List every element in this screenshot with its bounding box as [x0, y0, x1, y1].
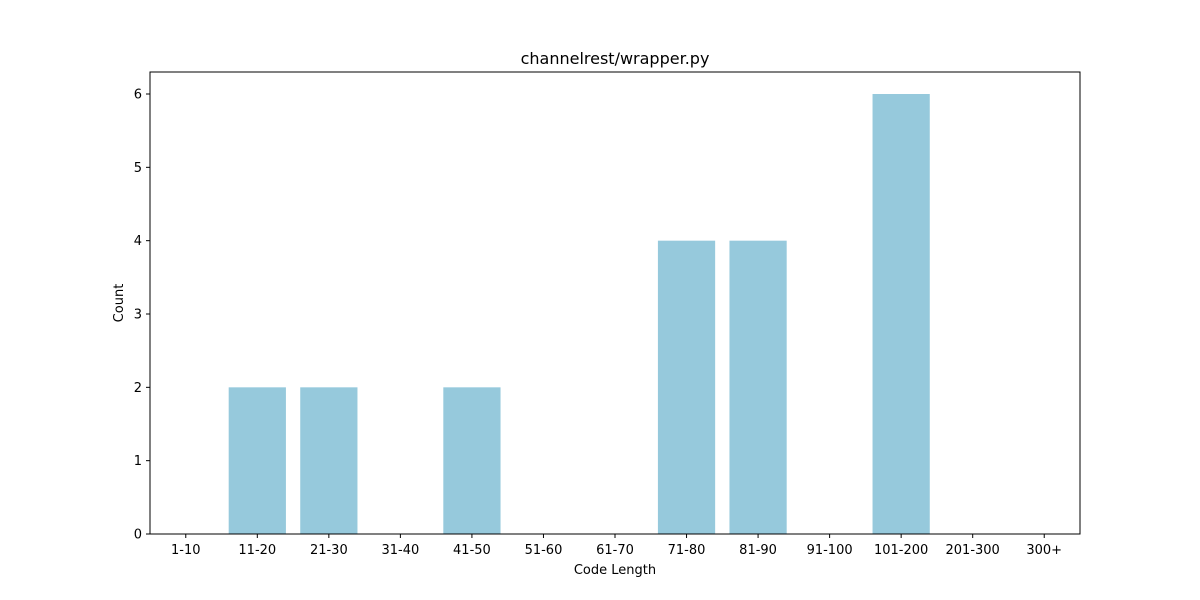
- y-tick-label: 3: [134, 308, 142, 323]
- x-tick-label: 201-300: [946, 543, 1000, 558]
- bar-71-80: [657, 240, 716, 535]
- x-tick-label: 31-40: [381, 543, 419, 558]
- y-tick-label: 1: [134, 454, 142, 469]
- plot-bars: [228, 94, 930, 535]
- x-tick-label: 71-80: [668, 543, 706, 558]
- bar-101-200: [872, 94, 930, 534]
- bar-41-50: [443, 387, 501, 534]
- x-tick-label: 41-50: [453, 543, 491, 558]
- y-tick-label: 4: [134, 234, 142, 249]
- y-tick-label: 6: [134, 88, 142, 103]
- x-tick-label: 61-70: [596, 543, 634, 558]
- x-tick-label: 81-90: [739, 543, 777, 558]
- x-tick-label: 300+: [1026, 543, 1062, 558]
- bar-21-30: [300, 387, 358, 534]
- bar-81-90: [729, 240, 787, 535]
- y-tick-label: 0: [134, 528, 142, 543]
- chart-title: channelrest/wrapper.py: [521, 49, 710, 68]
- plot-frame: [149, 71, 1081, 535]
- x-tick-label: 101-200: [874, 543, 928, 558]
- x-tick-label: 21-30: [310, 543, 348, 558]
- y-axis-label: Count: [112, 284, 127, 323]
- x-axis-label: Code Length: [574, 563, 656, 578]
- x-tick-label: 91-100: [807, 543, 853, 558]
- x-tick-label: 11-20: [238, 543, 276, 558]
- bar-11-20: [228, 387, 286, 534]
- y-axis-ticks: 0 1 2 3 4 5 6: [134, 88, 150, 543]
- y-tick-label: 2: [134, 381, 142, 396]
- x-axis-ticks: 1-10 11-20 21-30 31-40 41-50 51-60 61-70 71-80 8…: [171, 534, 1062, 558]
- x-tick-label: 51-60: [525, 543, 563, 558]
- y-tick-label: 5: [134, 161, 142, 176]
- x-tick-label: 1-10: [171, 543, 201, 558]
